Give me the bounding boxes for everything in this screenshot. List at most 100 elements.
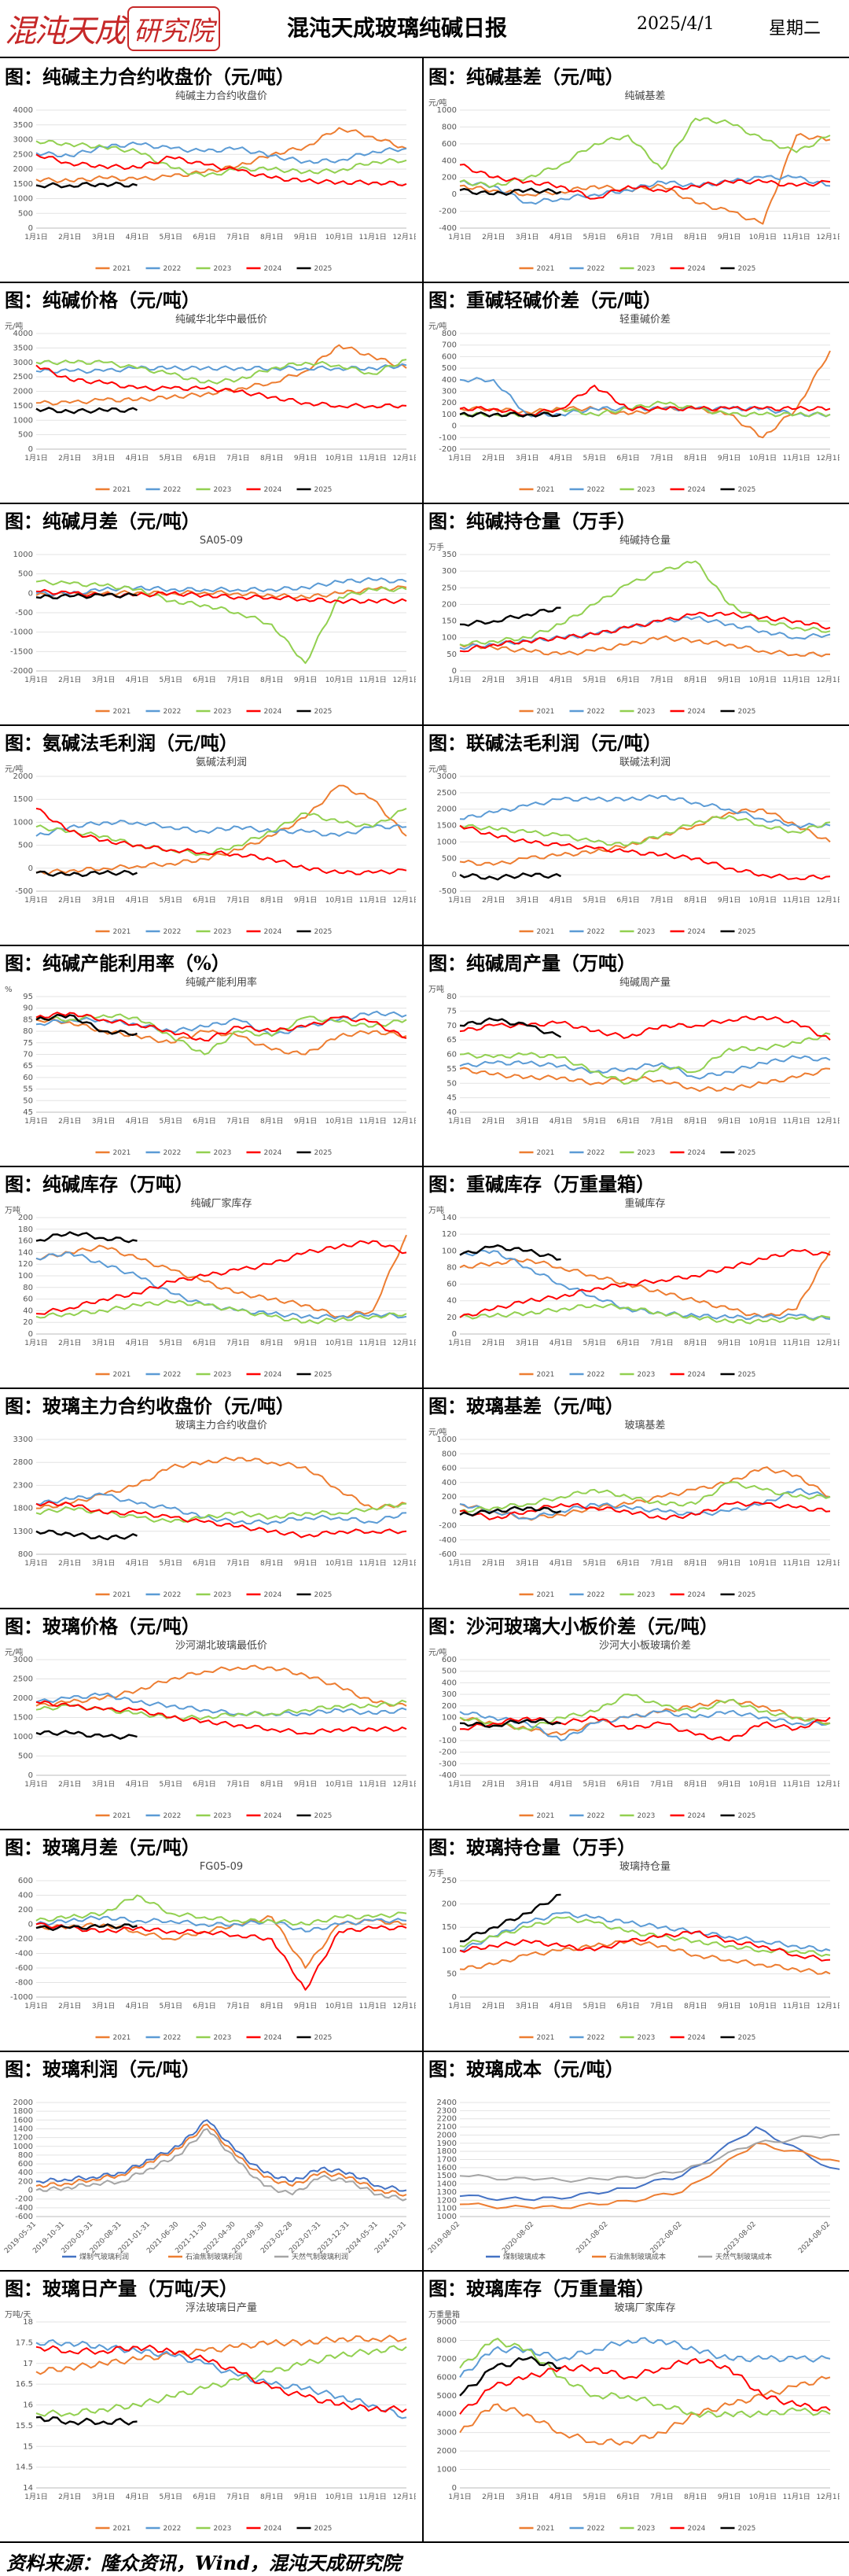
legend-item: 2021 — [95, 265, 130, 273]
x-tick-label: 2月1日 — [482, 1339, 505, 1347]
y-tick-label: 800 — [442, 123, 457, 131]
y-tick-label: 90 — [23, 1004, 33, 1013]
legend-label: 2021 — [537, 2525, 555, 2533]
x-tick-label: 2022-08-02 — [649, 2220, 684, 2255]
y-tick-label: 160 — [18, 1237, 33, 1246]
x-tick-label: 3月1日 — [92, 676, 115, 684]
x-tick-label: 11月1日 — [359, 2493, 387, 2501]
y-tick-label: 0 — [452, 1993, 457, 2002]
report-title: 混沌天成玻璃纯碱日报 — [287, 15, 508, 41]
legend-item: 2024 — [246, 928, 282, 936]
series-line-2025 — [459, 187, 561, 196]
legend-item: 石油焦制玻璃成本 — [592, 2252, 666, 2261]
y-tick-label: 2000 — [13, 772, 33, 781]
chart-title: 沙河大小板玻璃价差 — [599, 1640, 691, 1652]
y-axis-unit: 元/吨 — [5, 764, 23, 774]
series-line-2022 — [459, 1249, 831, 1321]
x-tick-label: 9月1日 — [718, 676, 741, 684]
legend-item: 2024 — [670, 1371, 706, 1379]
panel-title: 图：纯碱周产量（万吨） — [428, 952, 636, 975]
legend-item: 2022 — [145, 2034, 181, 2042]
legend-label: 2021 — [113, 1812, 131, 1820]
panel-title: 图：玻璃日产量（万吨/天） — [5, 2277, 238, 2300]
x-tick-label: 12月1日 — [816, 1780, 840, 1789]
x-tick-label: 2月1日 — [482, 1559, 505, 1568]
legend-item: 2024 — [246, 1812, 282, 1820]
panel-title: 图：玻璃库存（万重量箱） — [428, 2277, 655, 2300]
x-tick-label: 5月1日 — [160, 676, 182, 684]
y-tick-label: 2500 — [437, 789, 457, 798]
x-tick-label: 5月1日 — [160, 454, 182, 463]
y-tick-label: 400 — [442, 157, 457, 165]
chart-panel-soda-open-interest: 图：纯碱持仓量（万手） 纯碱持仓量 万手 0 50 100 150 200 250 300 350 1… — [424, 503, 844, 724]
legend-item: 2023 — [196, 1149, 231, 1157]
x-tick-label: 10月1日 — [749, 1339, 777, 1347]
series-line-2023 — [35, 359, 407, 385]
y-tick-label: 1700 — [437, 2156, 457, 2165]
x-tick-label: 7月1日 — [650, 2493, 673, 2501]
y-tick-label: 500 — [18, 842, 33, 850]
legend-label: 2023 — [638, 1812, 656, 1820]
x-tick-label: 4月1日 — [549, 454, 572, 463]
legend-label: 2022 — [164, 1371, 182, 1379]
chart-title: 玻璃基差 — [624, 1420, 665, 1432]
y-tick-label: -600 — [15, 2213, 33, 2221]
legend-item: 2022 — [145, 486, 182, 494]
y-axis-unit: % — [5, 986, 13, 994]
legend-item: 2022 — [145, 2525, 181, 2533]
x-tick-label: 3月1日 — [516, 454, 538, 463]
legend-label: 2022 — [587, 2525, 605, 2533]
legend-label: 2023 — [638, 1591, 656, 1599]
legend-item: 2021 — [519, 1812, 554, 1820]
y-tick-label: 40 — [447, 1297, 457, 1306]
x-tick-label: 11月1日 — [783, 454, 810, 463]
x-tick-label: 4月1日 — [549, 896, 572, 905]
x-tick-label: 4月1日 — [126, 1559, 149, 1568]
x-tick-label: 6月1日 — [616, 233, 639, 241]
x-tick-label: 10月1日 — [749, 2493, 777, 2501]
series-line-2025 — [459, 606, 561, 627]
legend-label: 2025 — [314, 1371, 333, 1379]
x-tick-label: 5月1日 — [583, 233, 606, 241]
x-tick-label: 11月1日 — [783, 2493, 810, 2501]
x-tick-label: 1月1日 — [24, 1117, 47, 1126]
y-tick-label: -600 — [439, 1550, 457, 1559]
x-tick-label: 2月1日 — [58, 233, 81, 241]
series-line-2021 — [459, 808, 831, 866]
chart-title: 纯碱华北华中最低价 — [175, 314, 267, 326]
series-line-2022 — [35, 1915, 407, 1933]
panel-title: 图：玻璃成本（元/吨） — [428, 2058, 624, 2080]
legend-label: 2022 — [164, 1812, 182, 1820]
x-tick-label: 5月1日 — [583, 896, 606, 905]
x-tick-label: 10月1日 — [749, 454, 777, 463]
legend-label: 2025 — [314, 1591, 333, 1599]
y-tick-label: -200 — [15, 1935, 33, 1944]
legend-item: 煤制玻璃成本 — [486, 2252, 546, 2261]
legend-label: 2022 — [164, 265, 182, 273]
y-tick-label: 45 — [23, 1108, 33, 1117]
y-tick-label: 65 — [23, 1062, 33, 1071]
y-tick-label: 350 — [442, 551, 457, 559]
legend-label: 2022 — [164, 486, 182, 494]
chart-row: 图：玻璃主力合约收盘价（元/吨） 玻璃主力合约收盘价 800 1300 1800 2300… — [0, 1388, 849, 1609]
x-tick-label: 2019-08-02 — [427, 2220, 461, 2255]
legend-item: 2025 — [296, 708, 332, 716]
legend-item: 2022 — [145, 1149, 181, 1157]
legend-label: 2025 — [738, 265, 756, 273]
x-tick-label: 8月1日 — [260, 896, 283, 905]
y-axis-unit: 元/吨 — [428, 1647, 447, 1657]
x-tick-label: 8月1日 — [684, 454, 707, 463]
legend-label: 2023 — [638, 2034, 656, 2042]
legend-label: 2021 — [537, 1149, 555, 1157]
y-axis-unit: 元/吨 — [5, 1647, 23, 1657]
series-line-2025 — [35, 181, 138, 189]
chart-glass-month-spread: FG05-09 -1000 -800 -600 -400 -200 0 200 400 600 1月… — [10, 1861, 416, 2042]
legend-item: 2024 — [670, 1812, 706, 1820]
legend-item: 2021 — [519, 928, 554, 936]
legend-label: 2023 — [214, 1591, 232, 1599]
y-tick-label: 200 — [442, 1900, 457, 1909]
chart-title: 纯碱持仓量 — [619, 535, 671, 547]
legend-label: 2024 — [264, 1591, 282, 1599]
y-tick-label: 0 — [452, 1725, 457, 1734]
